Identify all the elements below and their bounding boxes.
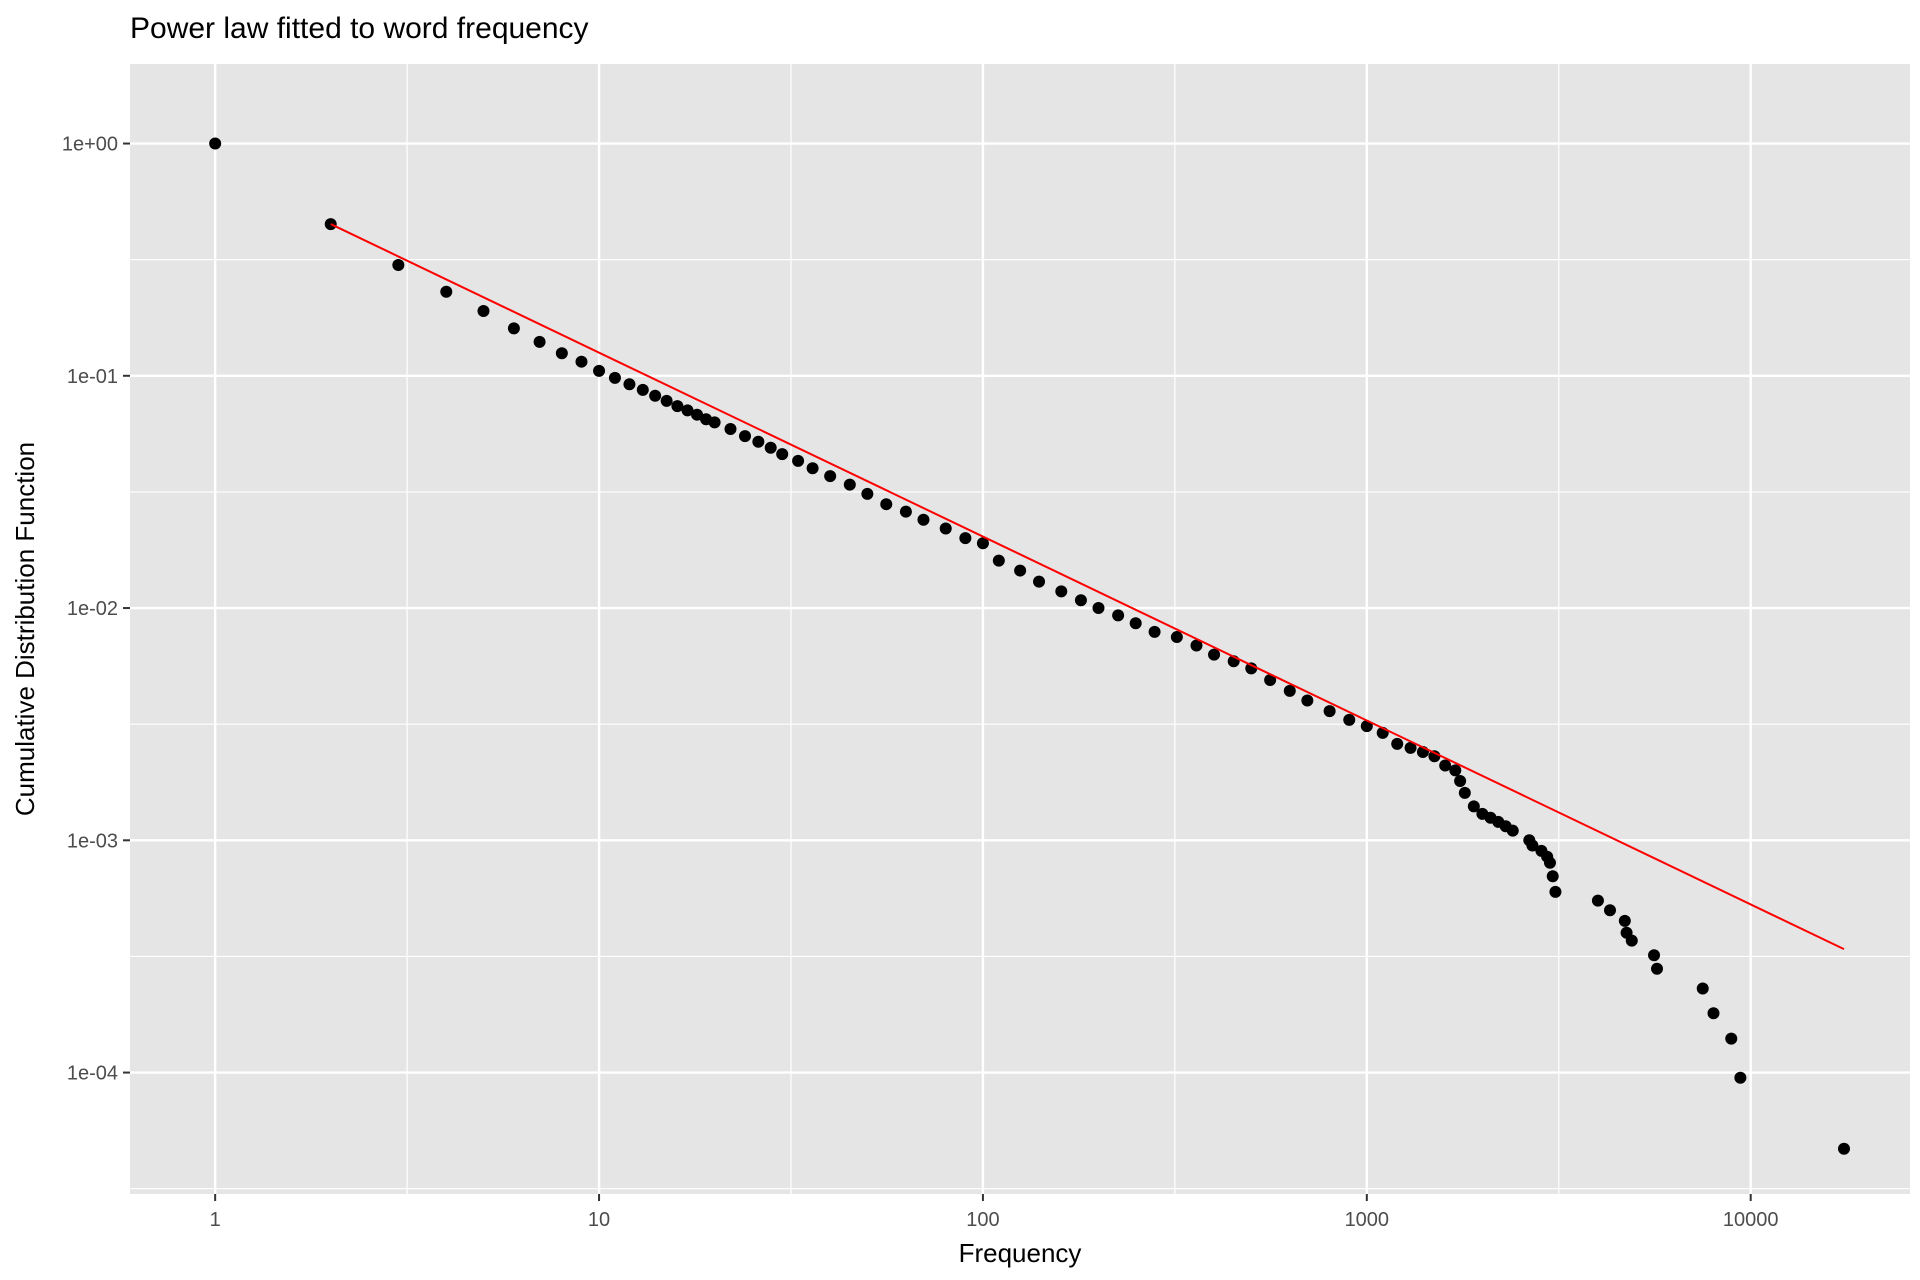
y-tick-label: 1e+00 bbox=[62, 134, 118, 156]
data-point bbox=[1343, 713, 1356, 726]
data-point bbox=[636, 383, 649, 396]
data-point bbox=[764, 441, 777, 454]
data-point bbox=[1208, 648, 1221, 661]
data-point bbox=[1625, 934, 1638, 947]
data-point bbox=[1648, 949, 1661, 962]
data-point bbox=[533, 335, 546, 348]
y-tick-label: 1e-04 bbox=[67, 1063, 118, 1085]
data-point bbox=[880, 498, 893, 511]
data-point bbox=[623, 378, 636, 391]
data-point bbox=[1837, 1142, 1850, 1155]
data-point bbox=[806, 462, 819, 475]
data-point bbox=[649, 389, 662, 402]
points-layer bbox=[209, 137, 1850, 1155]
data-point bbox=[1360, 720, 1373, 733]
data-point bbox=[593, 364, 606, 377]
data-point bbox=[1526, 839, 1539, 852]
data-point bbox=[1404, 741, 1417, 754]
data-point bbox=[1033, 575, 1046, 588]
data-point bbox=[1506, 824, 1519, 837]
data-point bbox=[1439, 759, 1452, 772]
data-point bbox=[1112, 609, 1125, 622]
data-point bbox=[899, 505, 912, 518]
grid-major bbox=[130, 64, 1910, 1194]
data-point bbox=[959, 532, 972, 545]
data-point bbox=[1454, 775, 1467, 788]
data-point bbox=[209, 137, 222, 150]
data-point bbox=[708, 416, 721, 429]
data-point bbox=[861, 487, 874, 500]
x-axis-title: Frequency bbox=[959, 1238, 1082, 1268]
data-point bbox=[1543, 856, 1556, 869]
data-point bbox=[1245, 662, 1258, 675]
data-point bbox=[575, 355, 588, 368]
y-tick-label: 1e-03 bbox=[67, 830, 118, 852]
data-point bbox=[477, 305, 490, 318]
data-point bbox=[1148, 625, 1161, 638]
data-point bbox=[792, 454, 805, 467]
x-tick-label: 10000 bbox=[1723, 1209, 1779, 1231]
data-point bbox=[671, 400, 684, 413]
data-point bbox=[1650, 962, 1663, 975]
data-point bbox=[843, 478, 856, 491]
data-point bbox=[691, 408, 704, 421]
data-point bbox=[1170, 631, 1183, 644]
data-point bbox=[681, 404, 694, 417]
data-point bbox=[1458, 786, 1471, 799]
data-point bbox=[939, 522, 952, 535]
y-tick-label: 1e-01 bbox=[67, 366, 118, 388]
data-point bbox=[1725, 1032, 1738, 1045]
data-point bbox=[1603, 904, 1616, 917]
data-point bbox=[1055, 585, 1068, 598]
data-point bbox=[1549, 885, 1562, 898]
data-point bbox=[1092, 602, 1105, 615]
x-tick-label: 10 bbox=[588, 1209, 610, 1231]
data-point bbox=[824, 470, 837, 483]
chart-title: Power law fitted to word frequency bbox=[130, 12, 589, 45]
x-axis: 1 10 100 1000 10000 bbox=[210, 1194, 1779, 1231]
y-axis: 1e+00 1e-01 1e-02 1e-03 1e-04 bbox=[62, 134, 130, 1085]
data-point bbox=[976, 537, 989, 550]
data-point bbox=[1129, 617, 1142, 630]
y-tick-label: 1e-02 bbox=[67, 598, 118, 620]
data-point bbox=[1323, 705, 1336, 718]
y-axis-title: Cumulative Distribution Function bbox=[10, 442, 40, 816]
data-point bbox=[1591, 894, 1604, 907]
data-point bbox=[608, 371, 621, 384]
data-point bbox=[555, 347, 568, 360]
data-point bbox=[1618, 914, 1631, 927]
data-point bbox=[1707, 1007, 1720, 1020]
data-point bbox=[1734, 1071, 1747, 1084]
x-tick-label: 1 bbox=[210, 1209, 221, 1231]
data-point bbox=[776, 448, 789, 461]
x-tick-label: 100 bbox=[966, 1209, 999, 1231]
data-point bbox=[1467, 800, 1480, 813]
data-point bbox=[507, 322, 520, 335]
data-point bbox=[1301, 694, 1314, 707]
x-tick-label: 1000 bbox=[1345, 1209, 1390, 1231]
data-point bbox=[440, 285, 453, 298]
power-law-fit-line bbox=[330, 223, 1845, 951]
data-point bbox=[917, 513, 930, 526]
data-point bbox=[1190, 639, 1203, 652]
grid-minor bbox=[130, 64, 1910, 1194]
data-point bbox=[1283, 684, 1296, 697]
plot-panel bbox=[130, 64, 1910, 1194]
data-point bbox=[724, 423, 737, 436]
data-point bbox=[1391, 737, 1404, 750]
data-point bbox=[739, 430, 752, 443]
data-point bbox=[1696, 982, 1709, 995]
data-point bbox=[752, 435, 765, 448]
data-point bbox=[992, 554, 1005, 567]
data-point bbox=[660, 394, 673, 407]
fit-line-layer bbox=[330, 223, 1845, 951]
data-point bbox=[1014, 564, 1027, 577]
data-point bbox=[1449, 764, 1462, 777]
data-point bbox=[1264, 673, 1277, 686]
data-point bbox=[1546, 870, 1559, 883]
data-point bbox=[1074, 594, 1087, 607]
data-point bbox=[392, 258, 405, 271]
